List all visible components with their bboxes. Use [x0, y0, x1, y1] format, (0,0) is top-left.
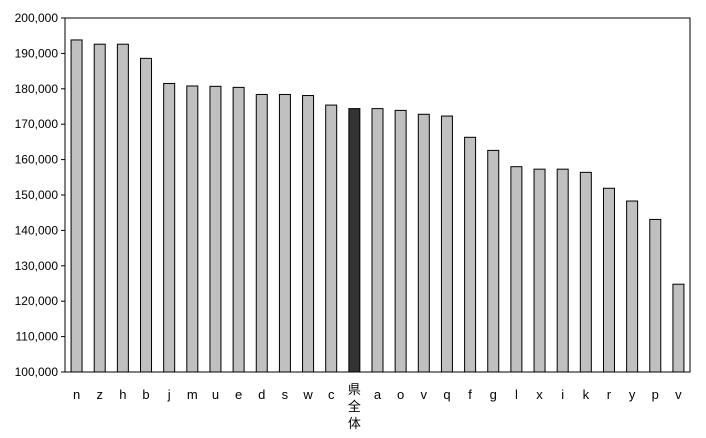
bar-category-k [579, 171, 592, 373]
x-tick-label: d [258, 387, 265, 402]
bar-category-c [325, 104, 338, 373]
x-tick-label: r [607, 387, 612, 402]
bar-category-y [626, 200, 639, 373]
y-tick-label: 150,000 [15, 188, 59, 202]
bar-category-v [417, 113, 430, 373]
x-tick-label: a [374, 387, 382, 402]
x-tick-label-char: 体 [348, 416, 361, 431]
x-tick-label: w [302, 387, 313, 402]
y-tick-label: 120,000 [15, 294, 59, 308]
bar-category-l [510, 166, 523, 373]
bar-category-e [232, 86, 245, 373]
bar-category-n [70, 39, 83, 373]
bar-category-u [209, 85, 222, 373]
x-tick-label-char: 県 [348, 382, 361, 397]
x-tick-label: i [561, 387, 564, 402]
y-tick-label: 200,000 [15, 11, 59, 25]
x-tick-label: q [443, 387, 450, 402]
bar-category-a [371, 108, 384, 373]
bar-category-r [602, 187, 615, 373]
bar-category-v [672, 283, 685, 373]
x-tick-label-char: 全 [348, 399, 361, 414]
x-tick-label: e [235, 387, 242, 402]
y-tick-label: 180,000 [15, 82, 59, 96]
x-tick-label: c [328, 387, 335, 402]
x-tick-label: s [282, 387, 289, 402]
x-tick-label: g [490, 387, 497, 402]
x-tick-label: y [629, 387, 636, 402]
bar-category-b [140, 57, 153, 373]
x-tick-label: n [73, 387, 80, 402]
bar-category-i [556, 168, 569, 373]
bar-category-f [464, 136, 477, 373]
y-tick-label: 190,000 [15, 46, 59, 60]
bar-category-z [93, 43, 106, 373]
bar-prefecture-total [348, 108, 361, 373]
y-tick-label: 110,000 [16, 330, 59, 344]
bar-category-q [440, 115, 453, 373]
y-tick-label: 140,000 [15, 223, 59, 237]
x-tick-label: u [212, 387, 219, 402]
x-tick-label: z [96, 387, 103, 402]
x-tick-label: f [468, 387, 472, 402]
x-tick-label: m [187, 387, 198, 402]
bar-category-h [116, 43, 129, 373]
x-tick-label: v [675, 387, 682, 402]
bar-category-o [394, 109, 407, 373]
x-tick-label: p [652, 387, 659, 402]
y-tick-label: 160,000 [15, 153, 59, 167]
y-axis: 100,000 110,000 120,000 130,000 140,000 150,0… [15, 11, 65, 379]
bar-category-w [302, 95, 315, 373]
bar-category-p [649, 218, 662, 373]
y-tick-label: 170,000 [15, 117, 59, 131]
bar-category-j [163, 82, 176, 373]
bars [70, 39, 685, 373]
x-tick-label: x [536, 387, 543, 402]
x-tick-label: j [167, 387, 171, 402]
bar-category-g [487, 149, 500, 373]
x-tick-label: b [142, 387, 149, 402]
bar-category-s [278, 93, 291, 373]
x-tick-label: k [583, 387, 590, 402]
x-tick-label: v [421, 387, 428, 402]
bar-category-d [255, 93, 268, 373]
x-tick-label: l [515, 387, 518, 402]
y-tick-label: 100,000 [15, 365, 59, 379]
y-tick-label: 130,000 [15, 259, 59, 273]
x-tick-label: h [119, 387, 126, 402]
bar-category-x [533, 168, 546, 373]
x-tick-label: o [397, 387, 404, 402]
bar-category-m [186, 85, 199, 373]
